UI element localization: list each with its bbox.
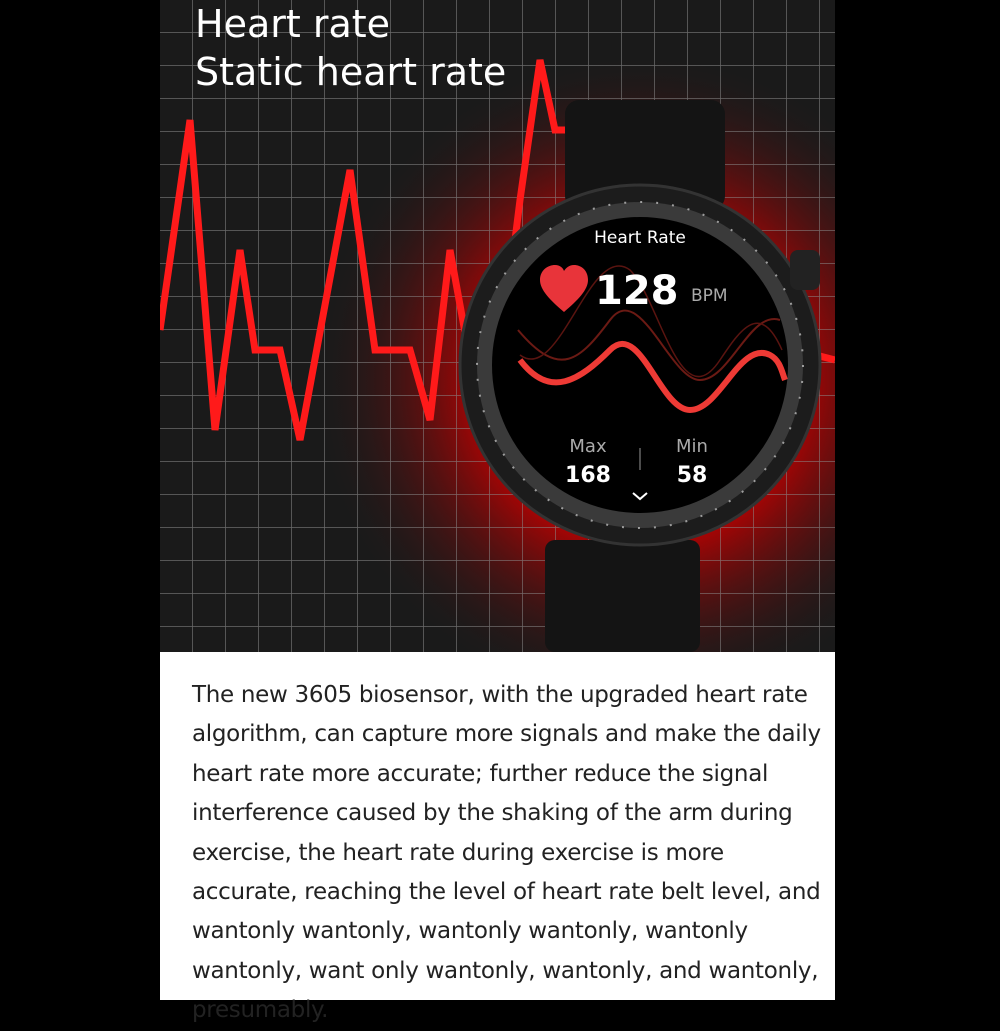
headline-line1: Heart rate <box>195 2 391 46</box>
heart-icon <box>540 265 588 312</box>
product-panel: Heart Rate 128 BPM Max 168 Min 58 Heart … <box>160 0 835 1023</box>
max-label: Max <box>569 436 607 457</box>
hero-image: Heart Rate 128 BPM Max 168 Min 58 Heart … <box>160 0 835 652</box>
bpm-unit: BPM <box>691 286 728 306</box>
min-value: 58 <box>676 463 708 488</box>
headline-line2: Static heart rate <box>195 50 507 94</box>
bpm-value: 128 <box>595 268 679 314</box>
screen-title: Heart Rate <box>594 228 686 248</box>
heart-wave <box>517 340 788 414</box>
min-label: Min <box>676 436 708 457</box>
max-value: 168 <box>565 463 611 488</box>
description-text: The new 3605 biosensor, with the upgrade… <box>192 682 821 1024</box>
ecg-background <box>160 0 835 652</box>
chevron-down-icon[interactable] <box>632 492 648 501</box>
